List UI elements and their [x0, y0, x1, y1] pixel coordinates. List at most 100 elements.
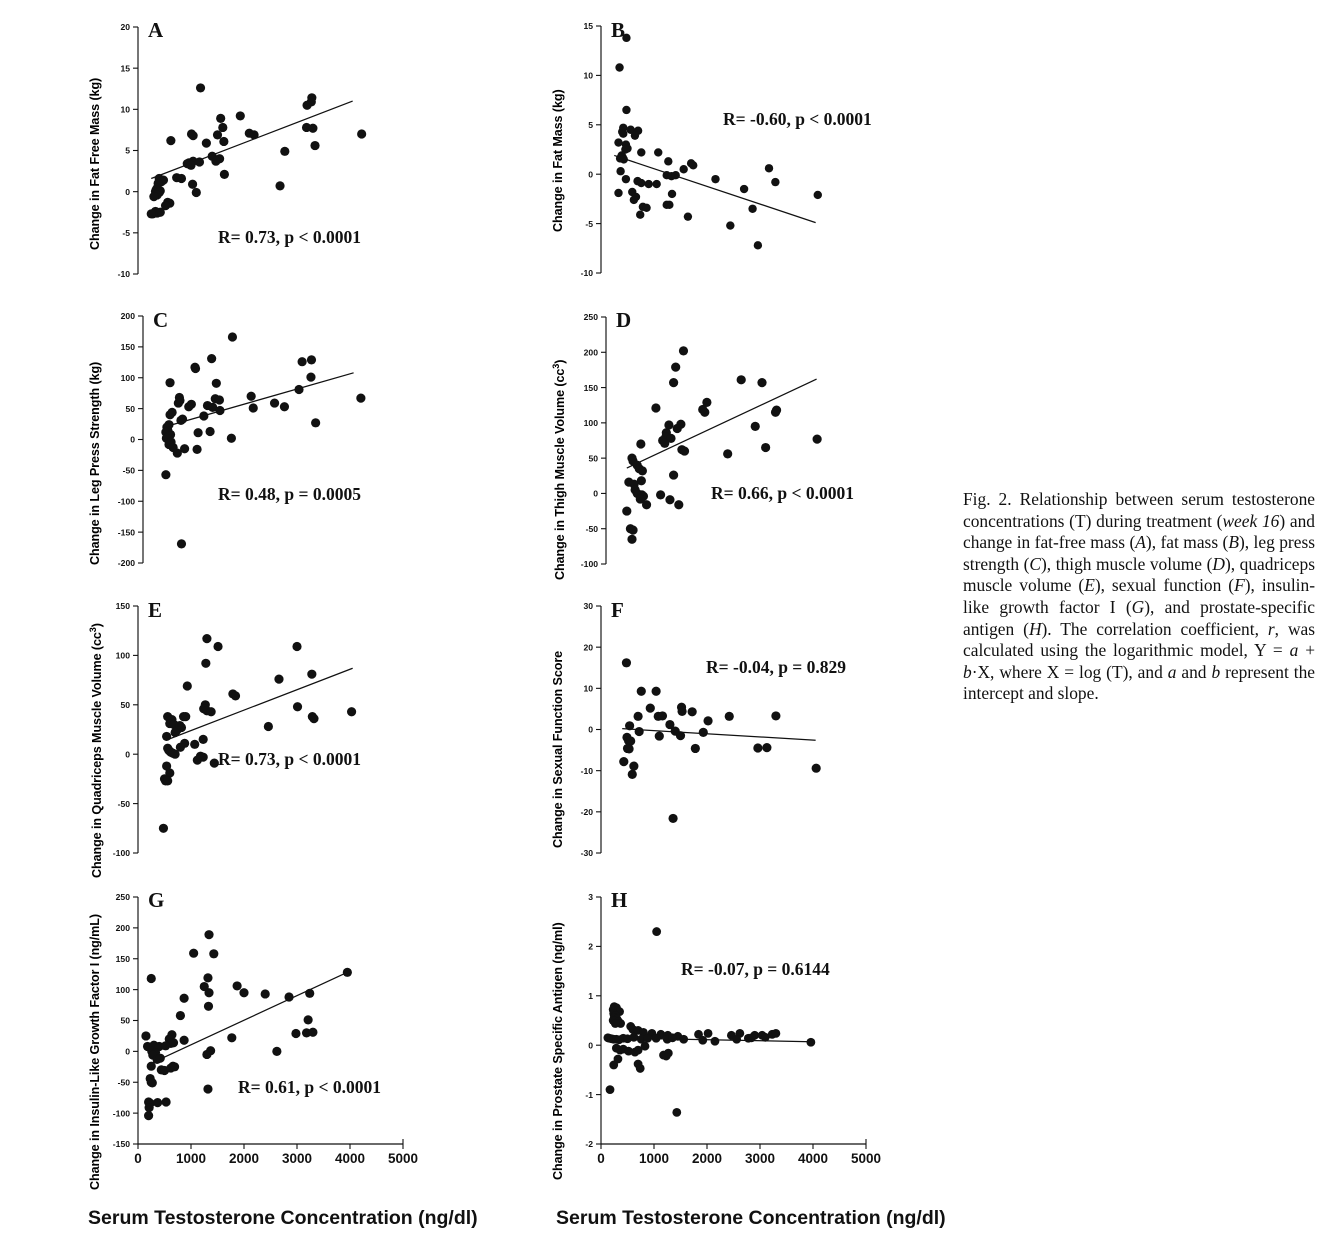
- data-point: [636, 476, 646, 486]
- data-point: [665, 719, 675, 730]
- y-tick-label: 30: [583, 601, 593, 611]
- data-point: [158, 823, 169, 833]
- data-point: [679, 1034, 689, 1044]
- y-tick-label: 100: [116, 651, 131, 661]
- data-point: [180, 444, 190, 454]
- data-point: [641, 500, 652, 510]
- data-point: [764, 164, 774, 173]
- data-point: [208, 402, 218, 412]
- data-point: [202, 1049, 212, 1060]
- regression-line: [614, 154, 816, 224]
- data-point: [141, 1031, 151, 1041]
- y-tick-label: 150: [116, 601, 131, 611]
- data-point: [750, 421, 760, 431]
- data-point: [272, 1046, 282, 1056]
- correlation-annotation: R= 0.66, p < 0.0001: [711, 483, 854, 503]
- data-point: [633, 711, 643, 721]
- data-point: [346, 707, 357, 717]
- data-point: [169, 1062, 180, 1072]
- data-point: [193, 428, 203, 438]
- data-point: [260, 989, 270, 999]
- data-point: [621, 174, 631, 184]
- data-point: [616, 167, 625, 176]
- data-point: [656, 490, 666, 500]
- data-point: [239, 988, 249, 998]
- data-point: [636, 686, 646, 696]
- data-point: [311, 418, 321, 428]
- correlation-annotation: R= 0.48, p = 0.0005: [218, 484, 361, 504]
- data-point: [263, 721, 273, 732]
- x-tick-label: 4000: [335, 1151, 365, 1166]
- data-point: [672, 1107, 682, 1117]
- data-point: [771, 1028, 781, 1038]
- panel-b-fat-mass: -10 -5 0 5 10 15 B R= -0.60, p < 0.0001: [563, 15, 893, 285]
- data-point: [179, 993, 189, 1003]
- data-point: [626, 125, 635, 134]
- data-point: [190, 363, 201, 374]
- correlation-annotation: R= -0.60, p < 0.0001: [723, 109, 872, 129]
- x-tick-label: 3000: [745, 1151, 775, 1166]
- y-tick-label: 250: [584, 312, 599, 322]
- y-tick-label: 1: [588, 991, 593, 1001]
- data-point: [166, 136, 176, 146]
- data-point: [218, 122, 228, 133]
- data-point: [665, 495, 675, 505]
- data-point: [698, 727, 708, 737]
- panel-letter: F: [611, 598, 624, 622]
- y-tick-label: 150: [121, 342, 136, 352]
- data-point: [663, 1048, 673, 1058]
- y-tick-label: 200: [116, 923, 131, 933]
- regression-line: [163, 372, 354, 428]
- data-point: [643, 1033, 653, 1043]
- data-point: [753, 743, 763, 753]
- data-point: [209, 949, 219, 959]
- data-point: [211, 156, 221, 166]
- data-point: [635, 1064, 645, 1073]
- y-tick-label: -100: [581, 559, 598, 569]
- y-tick-label: 200: [584, 347, 599, 357]
- data-point: [711, 174, 720, 184]
- data-point: [675, 731, 686, 741]
- data-point: [162, 731, 172, 742]
- y-tick-label: 150: [584, 383, 599, 393]
- data-point: [724, 711, 734, 721]
- data-point: [654, 731, 664, 741]
- y-tick-label: -150: [118, 527, 135, 537]
- data-point: [637, 148, 646, 157]
- data-point: [160, 201, 171, 211]
- y-tick-label: 50: [588, 453, 598, 463]
- regression-line: [626, 378, 817, 469]
- y-tick-label: 250: [116, 892, 131, 902]
- data-point: [806, 1037, 816, 1047]
- data-point: [153, 1098, 163, 1108]
- panel-letter: A: [148, 18, 164, 42]
- x-tick-label: 1000: [639, 1151, 669, 1166]
- data-point: [689, 161, 698, 170]
- data-point: [654, 148, 663, 157]
- data-point: [170, 727, 180, 738]
- y-tick-label: 15: [583, 21, 593, 31]
- panel-letter: C: [153, 308, 168, 332]
- data-point: [235, 111, 245, 121]
- data-point: [204, 930, 214, 940]
- panel-d-plot: -100 -50 0 50 100 150 200 250 D R= 0.66, p < 0.00…: [581, 308, 854, 569]
- data-point: [303, 1015, 313, 1025]
- y-tick-label: -20: [581, 807, 594, 817]
- data-point: [232, 981, 242, 991]
- data-point: [191, 187, 201, 198]
- data-point: [215, 405, 225, 416]
- y-tick-label: -200: [118, 558, 135, 568]
- y-tick-label: 5: [125, 146, 130, 156]
- data-point: [246, 391, 256, 401]
- data-point: [227, 1033, 237, 1043]
- data-point: [657, 711, 668, 721]
- x-tick-label: 2000: [692, 1151, 722, 1166]
- panel-c-leg-press-strength: -200 -150 -100 -50 0 50 100 150 200 C R= 0.48, p =…: [100, 305, 430, 575]
- data-point: [306, 355, 317, 365]
- data-point: [211, 378, 221, 388]
- data-point: [732, 1034, 742, 1044]
- panel-e-quadriceps-muscle-volume: -100 -50 0 50 100 150 E R= 0.73, p < 0.0001: [100, 595, 430, 865]
- data-point: [771, 711, 781, 721]
- data-point: [213, 641, 223, 652]
